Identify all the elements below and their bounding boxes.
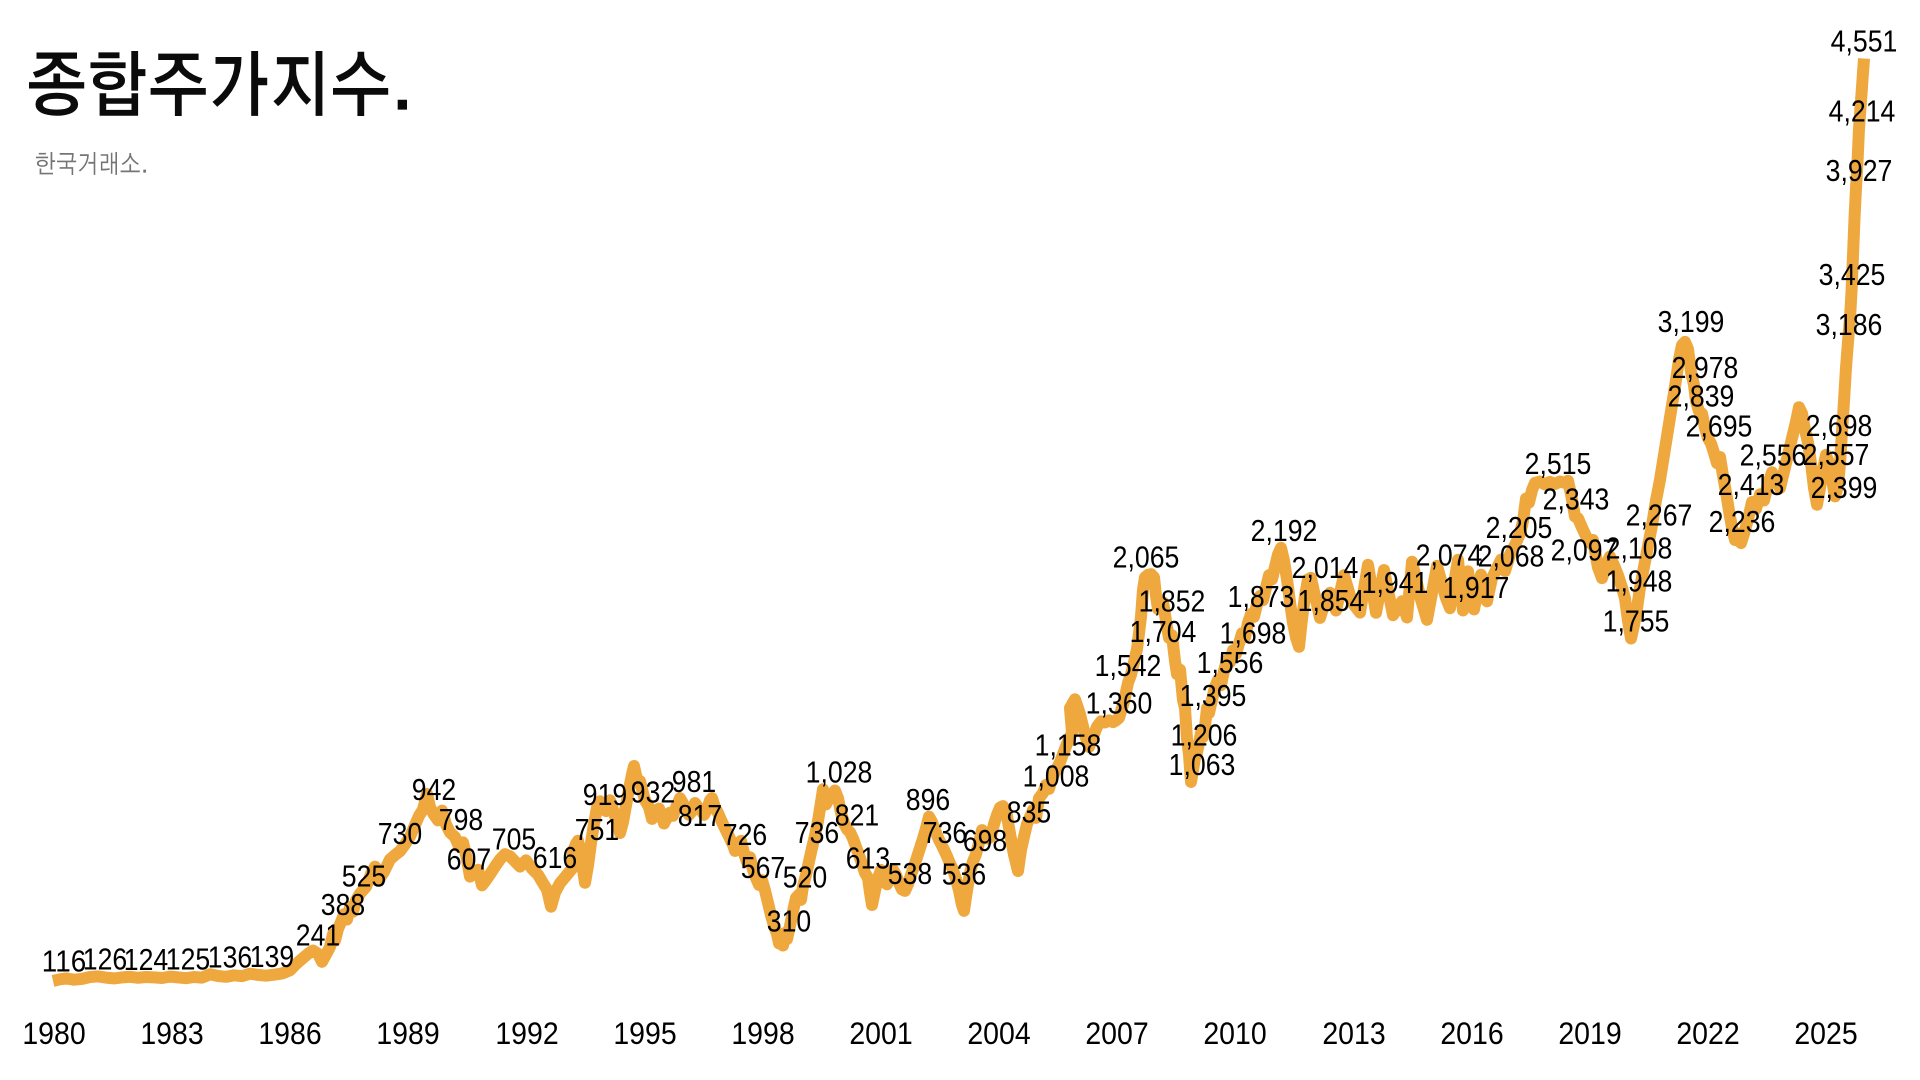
- svg-text:2007: 2007: [1085, 1015, 1148, 1051]
- svg-text:116: 116: [42, 946, 86, 979]
- svg-text:1,206: 1,206: [1171, 720, 1238, 753]
- svg-text:2,556: 2,556: [1740, 439, 1807, 472]
- svg-text:136: 136: [208, 941, 252, 974]
- svg-text:835: 835: [1007, 796, 1051, 829]
- svg-text:616: 616: [533, 842, 577, 875]
- svg-text:2,413: 2,413: [1718, 469, 1785, 502]
- svg-text:1,008: 1,008: [1023, 761, 1090, 794]
- svg-text:1,556: 1,556: [1197, 647, 1264, 680]
- svg-text:2001: 2001: [849, 1015, 912, 1051]
- svg-text:981: 981: [672, 766, 716, 799]
- svg-text:2004: 2004: [967, 1015, 1030, 1051]
- svg-text:2,557: 2,557: [1803, 439, 1870, 472]
- svg-text:2,065: 2,065: [1113, 541, 1180, 574]
- svg-text:4,551: 4,551: [1831, 26, 1898, 59]
- svg-text:736: 736: [795, 817, 839, 850]
- svg-text:4,214: 4,214: [1829, 96, 1896, 129]
- svg-text:1992: 1992: [495, 1015, 558, 1051]
- svg-text:817: 817: [678, 800, 722, 833]
- svg-text:3,927: 3,927: [1826, 155, 1893, 188]
- svg-text:525: 525: [342, 861, 386, 894]
- svg-text:125: 125: [166, 944, 210, 977]
- svg-text:2,192: 2,192: [1251, 515, 1318, 548]
- svg-text:1,542: 1,542: [1095, 650, 1162, 683]
- svg-text:1,854: 1,854: [1298, 585, 1365, 618]
- svg-text:1,873: 1,873: [1228, 581, 1295, 614]
- svg-text:1995: 1995: [613, 1015, 676, 1051]
- svg-text:2,205: 2,205: [1486, 512, 1553, 545]
- svg-text:2019: 2019: [1558, 1015, 1621, 1051]
- svg-text:1,852: 1,852: [1139, 586, 1206, 619]
- svg-text:2022: 2022: [1676, 1015, 1739, 1051]
- svg-text:538: 538: [888, 858, 932, 891]
- svg-text:798: 798: [439, 804, 483, 837]
- svg-text:726: 726: [723, 819, 767, 852]
- svg-text:1,755: 1,755: [1603, 606, 1670, 639]
- svg-text:2013: 2013: [1322, 1015, 1385, 1051]
- svg-text:919: 919: [583, 779, 627, 812]
- svg-text:567: 567: [741, 852, 785, 885]
- svg-text:3,199: 3,199: [1658, 306, 1725, 339]
- svg-text:1,698: 1,698: [1220, 617, 1287, 650]
- svg-text:2,074: 2,074: [1416, 539, 1483, 572]
- svg-text:2,695: 2,695: [1686, 411, 1753, 444]
- svg-text:1989: 1989: [376, 1015, 439, 1051]
- svg-text:730: 730: [378, 818, 422, 851]
- svg-text:1,158: 1,158: [1035, 729, 1102, 762]
- svg-text:607: 607: [447, 844, 491, 877]
- svg-text:2,097: 2,097: [1551, 535, 1618, 568]
- svg-text:139: 139: [250, 941, 294, 974]
- svg-text:751: 751: [575, 814, 619, 847]
- svg-text:2,978: 2,978: [1672, 352, 1739, 385]
- svg-text:1,063: 1,063: [1169, 749, 1236, 782]
- svg-text:942: 942: [412, 774, 456, 807]
- svg-text:2,698: 2,698: [1806, 410, 1873, 443]
- svg-text:2,515: 2,515: [1525, 448, 1592, 481]
- svg-text:2,236: 2,236: [1709, 506, 1776, 539]
- svg-text:1998: 1998: [731, 1015, 794, 1051]
- svg-text:705: 705: [492, 823, 536, 856]
- svg-text:1,704: 1,704: [1130, 616, 1197, 649]
- svg-text:1,948: 1,948: [1606, 566, 1673, 599]
- svg-text:1,028: 1,028: [806, 756, 873, 789]
- svg-text:2010: 2010: [1203, 1015, 1266, 1051]
- svg-text:1983: 1983: [140, 1015, 203, 1051]
- svg-text:1980: 1980: [22, 1015, 85, 1051]
- svg-text:3,425: 3,425: [1819, 259, 1886, 292]
- svg-text:896: 896: [906, 784, 950, 817]
- svg-text:388: 388: [321, 889, 365, 922]
- svg-text:736: 736: [923, 817, 967, 850]
- svg-text:126: 126: [83, 944, 127, 977]
- svg-text:520: 520: [783, 862, 827, 895]
- svg-text:3,186: 3,186: [1816, 309, 1883, 342]
- svg-text:124: 124: [124, 944, 168, 977]
- svg-text:1,360: 1,360: [1086, 688, 1153, 721]
- svg-text:1986: 1986: [258, 1015, 321, 1051]
- svg-text:2,014: 2,014: [1292, 552, 1359, 585]
- svg-text:1,941: 1,941: [1362, 567, 1429, 600]
- svg-text:2016: 2016: [1440, 1015, 1503, 1051]
- svg-text:2,108: 2,108: [1606, 532, 1673, 565]
- svg-text:1,395: 1,395: [1180, 680, 1247, 713]
- svg-text:613: 613: [846, 843, 890, 876]
- svg-text:2,267: 2,267: [1626, 499, 1693, 532]
- svg-text:1,917: 1,917: [1443, 572, 1510, 605]
- svg-text:536: 536: [942, 858, 986, 891]
- svg-text:932: 932: [631, 776, 675, 809]
- svg-text:821: 821: [835, 799, 879, 832]
- svg-text:2,839: 2,839: [1668, 381, 1735, 414]
- svg-text:2,068: 2,068: [1478, 541, 1545, 574]
- svg-text:698: 698: [963, 825, 1007, 858]
- svg-text:2,399: 2,399: [1811, 472, 1878, 505]
- svg-text:2,343: 2,343: [1543, 484, 1610, 517]
- svg-text:241: 241: [296, 920, 340, 953]
- svg-text:2025: 2025: [1794, 1015, 1857, 1051]
- svg-text:310: 310: [767, 905, 811, 938]
